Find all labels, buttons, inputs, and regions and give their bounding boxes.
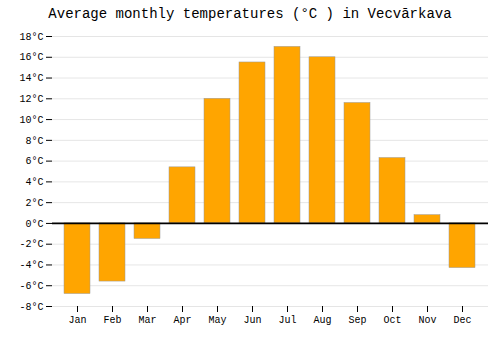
svg-text:Sep: Sep <box>348 315 366 326</box>
svg-text:0°C: 0°C <box>25 219 43 230</box>
svg-text:Mar: Mar <box>138 315 156 326</box>
svg-text:2°C: 2°C <box>25 198 43 209</box>
svg-text:May: May <box>208 315 226 326</box>
svg-text:-6°C: -6°C <box>19 281 43 292</box>
svg-text:-8°C: -8°C <box>19 302 43 313</box>
svg-text:16°C: 16°C <box>19 52 43 63</box>
svg-text:6°C: 6°C <box>25 156 43 167</box>
svg-text:Feb: Feb <box>103 315 121 326</box>
svg-text:Nov: Nov <box>418 315 436 326</box>
svg-text:Jan: Jan <box>68 315 86 326</box>
svg-text:4°C: 4°C <box>25 177 43 188</box>
svg-text:-4°C: -4°C <box>19 260 43 271</box>
svg-text:18°C: 18°C <box>19 32 43 43</box>
svg-text:Oct: Oct <box>383 315 401 326</box>
svg-text:Dec: Dec <box>453 315 471 326</box>
svg-text:12°C: 12°C <box>19 94 43 105</box>
svg-text:Apr: Apr <box>173 315 191 326</box>
svg-text:Jun: Jun <box>243 315 261 326</box>
svg-text:-2°C: -2°C <box>19 239 43 250</box>
html-text:Average monthly temperatures (: Average monthly temperatures (°C ) in Ve… <box>48 6 452 22</box>
svg-text:10°C: 10°C <box>19 115 43 126</box>
svg-text:14°C: 14°C <box>19 73 43 84</box>
svg-text:Jul: Jul <box>278 315 296 326</box>
svg-text:8°C: 8°C <box>25 136 43 147</box>
svg-text:Aug: Aug <box>313 315 331 326</box>
